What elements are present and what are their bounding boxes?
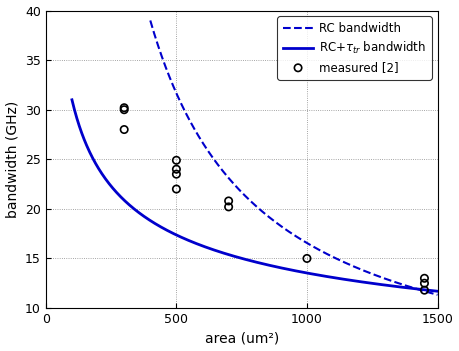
measured [2] <box>173 166 180 172</box>
RC+$\tau_{tr}$ bandwidth <box>134 209 140 213</box>
measured [2] <box>421 276 428 281</box>
measured [2] <box>121 107 128 113</box>
RC bandwidth <box>435 293 440 297</box>
Line: RC bandwidth: RC bandwidth <box>150 20 437 295</box>
measured [2] <box>173 171 180 177</box>
RC+$\tau_{tr}$ bandwidth <box>435 289 440 293</box>
measured [2] <box>421 287 428 293</box>
RC+$\tau_{tr}$ bandwidth <box>69 98 75 102</box>
X-axis label: area (um²): area (um²) <box>205 331 279 345</box>
measured [2] <box>303 256 311 261</box>
RC+$\tau_{tr}$ bandwidth <box>344 278 350 282</box>
RC bandwidth <box>221 171 227 175</box>
RC bandwidth <box>339 259 345 263</box>
measured [2] <box>421 280 428 286</box>
RC bandwidth <box>278 224 283 228</box>
Legend: RC bandwidth, RC+$\tau_{tr}$ bandwidth, measured [2]: RC bandwidth, RC+$\tau_{tr}$ bandwidth, … <box>277 16 431 80</box>
measured [2] <box>121 127 128 132</box>
RC+$\tau_{tr}$ bandwidth <box>285 267 290 271</box>
RC+$\tau_{tr}$ bandwidth <box>163 227 169 232</box>
measured [2] <box>173 186 180 192</box>
measured [2] <box>121 105 128 111</box>
RC+$\tau_{tr}$ bandwidth <box>235 255 240 259</box>
RC bandwidth <box>317 248 322 252</box>
RC bandwidth <box>198 138 204 143</box>
Y-axis label: bandwidth (GHz): bandwidth (GHz) <box>6 101 20 218</box>
measured [2] <box>173 158 180 163</box>
measured [2] <box>225 204 232 210</box>
RC bandwidth <box>147 18 153 22</box>
RC bandwidth <box>364 270 369 274</box>
measured [2] <box>225 198 232 204</box>
Line: RC+$\tau_{tr}$ bandwidth: RC+$\tau_{tr}$ bandwidth <box>72 100 437 291</box>
RC+$\tau_{tr}$ bandwidth <box>313 272 319 277</box>
